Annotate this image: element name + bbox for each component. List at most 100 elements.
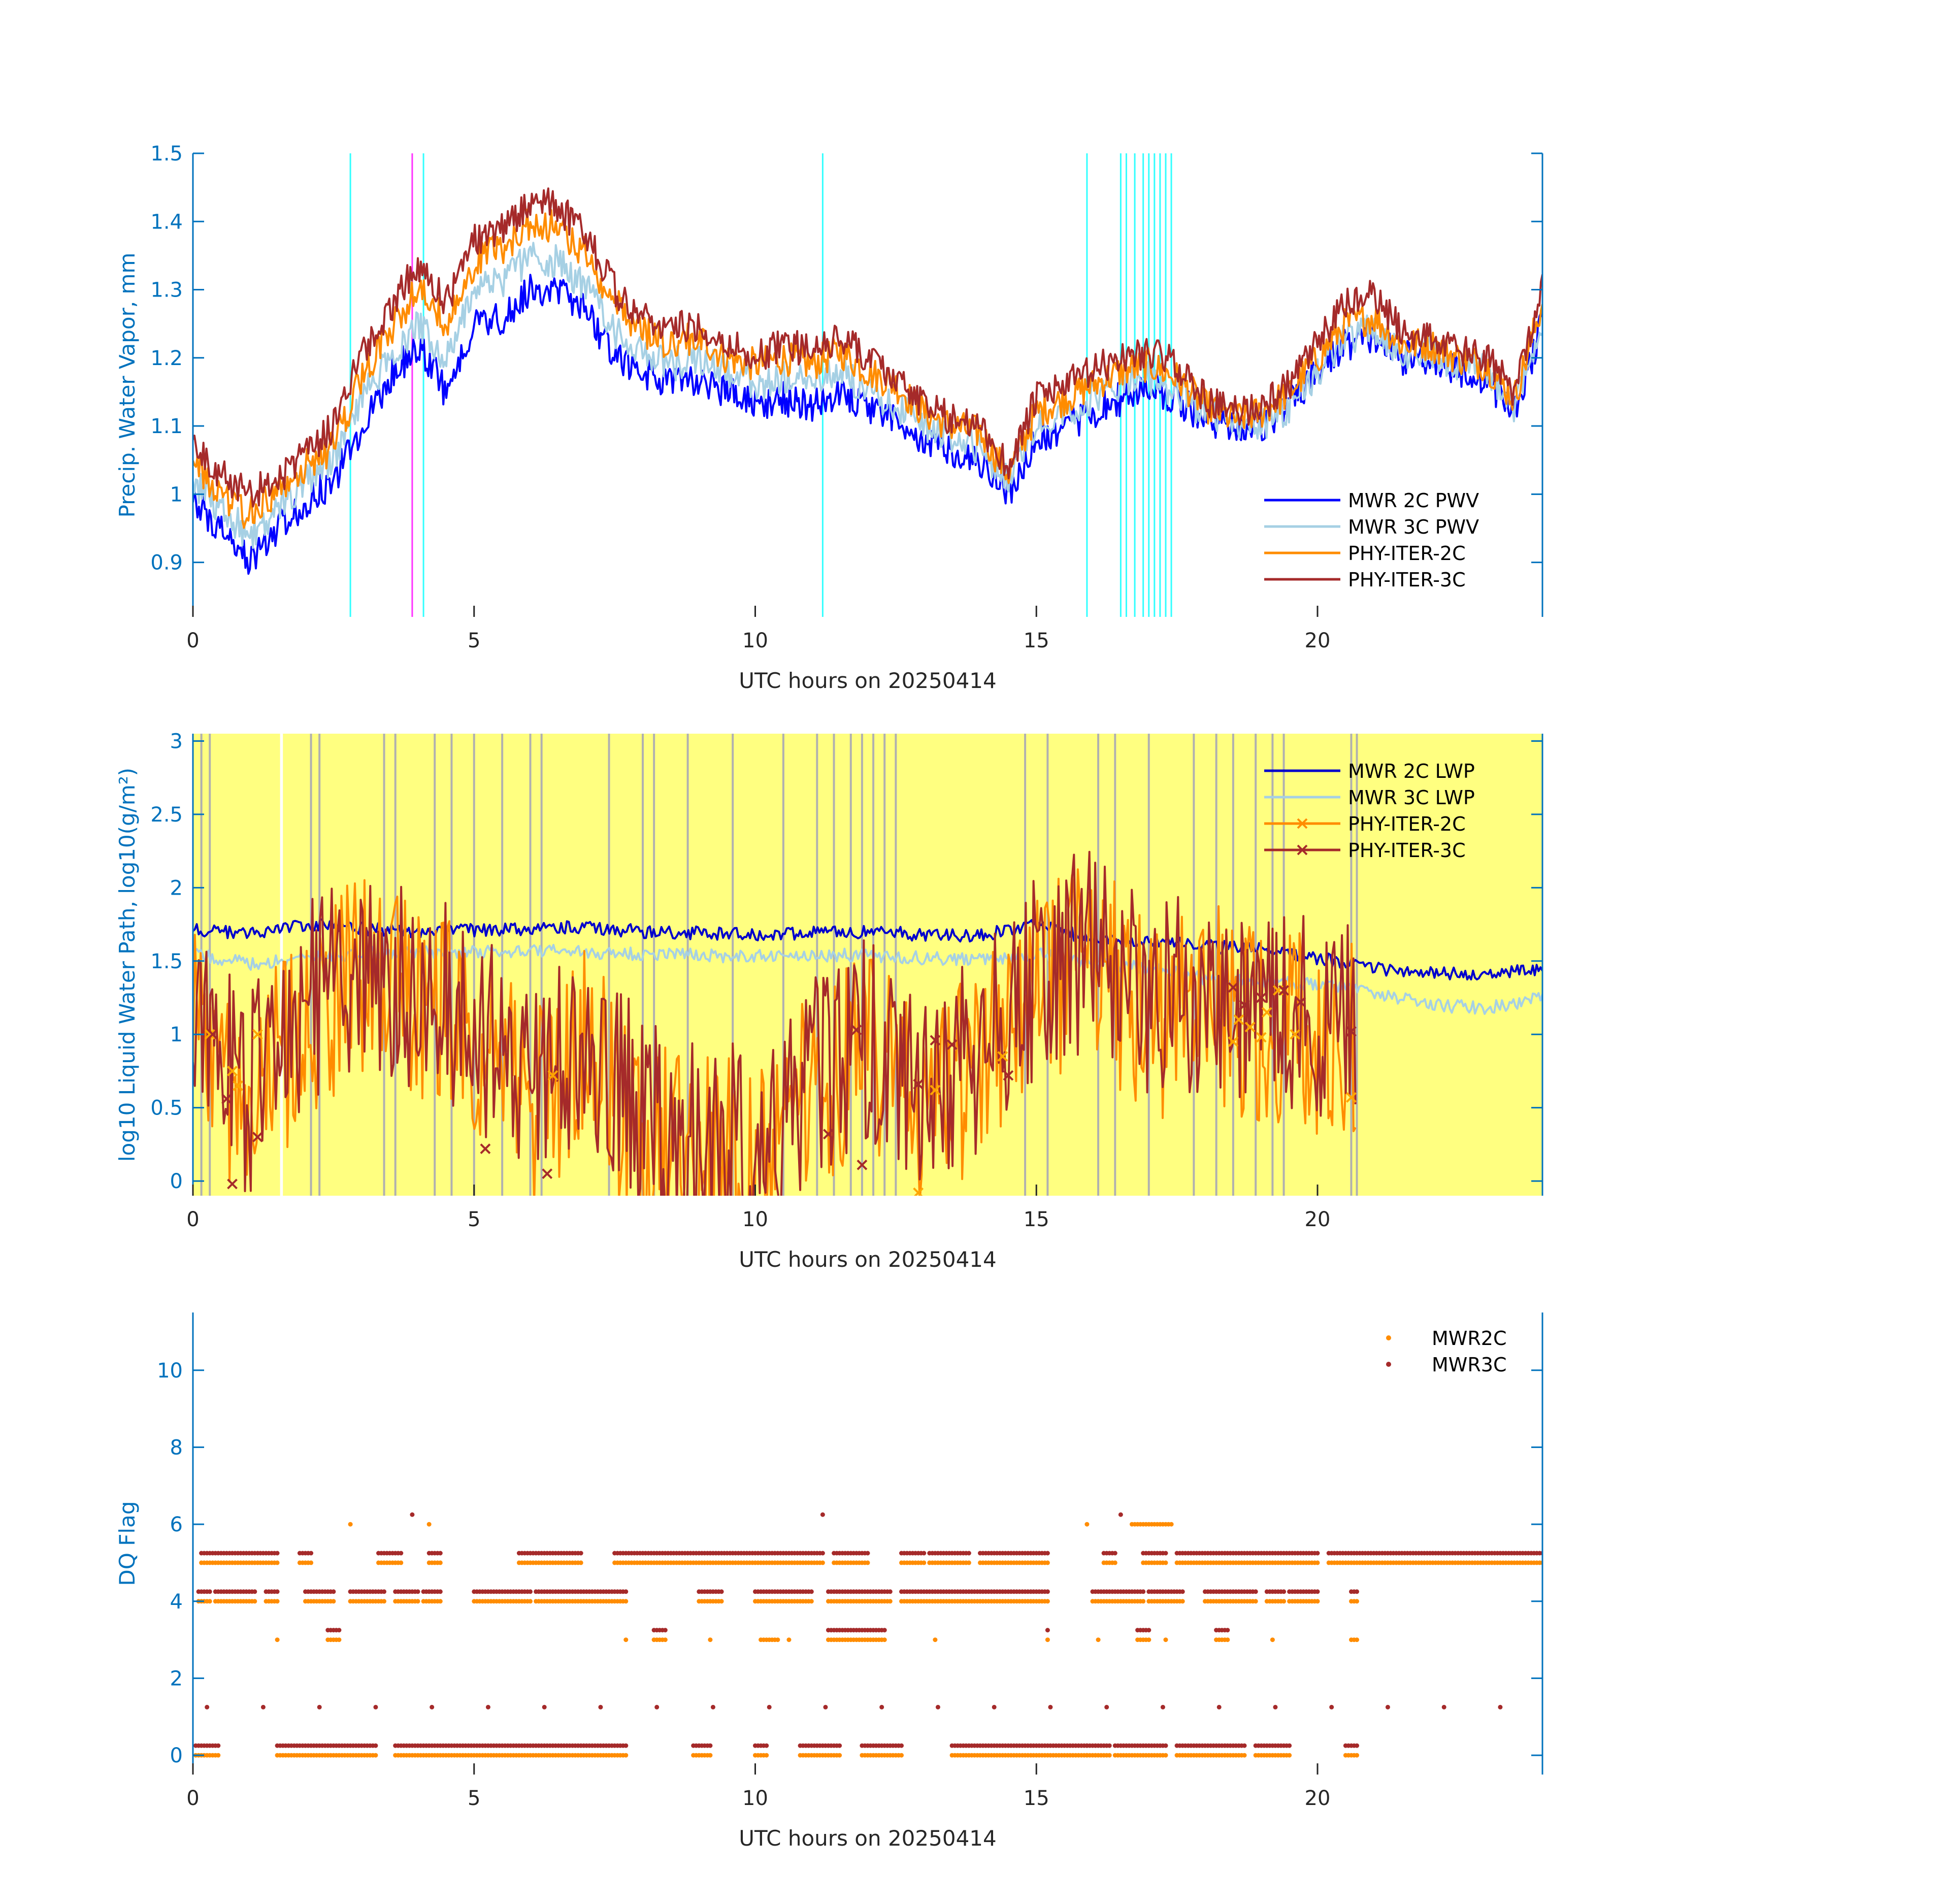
y-tick-label: 1.4 (150, 210, 183, 234)
y-tick-label: 0 (170, 1170, 183, 1193)
y-tick-label: 2.5 (150, 803, 183, 827)
y-tick-label: 1.5 (150, 950, 183, 973)
phy-3c-marker (851, 1025, 862, 1035)
dq-point (430, 1704, 435, 1710)
phy-2c-marker (913, 1187, 924, 1196)
y-tick-label: 10 (157, 1359, 183, 1383)
phy-2c-marker (1290, 1029, 1301, 1040)
dq-point (542, 1704, 547, 1710)
phy-3c-marker (1228, 982, 1239, 993)
dq-point (663, 1628, 668, 1633)
legend: MWR2C MWR3C (1386, 1327, 1506, 1376)
dq-point (1169, 1522, 1174, 1527)
dq-point (1112, 1551, 1117, 1556)
dq-point (1355, 1743, 1359, 1748)
phy-3c-marker (480, 1143, 491, 1154)
dq-point (899, 1743, 904, 1748)
dq-point (623, 1637, 629, 1643)
dq-point (623, 1753, 629, 1758)
dq-point (820, 1551, 825, 1556)
x-tick-label: 5 (468, 629, 480, 652)
phy-3c-marker (1295, 997, 1306, 1008)
dq-point (331, 1599, 336, 1604)
phy-2c-marker (1346, 1092, 1357, 1103)
phy-3c-marker (930, 1035, 941, 1046)
phy-3c-marker (252, 1132, 263, 1142)
dq-point (1287, 1753, 1292, 1758)
dq-point (1180, 1599, 1185, 1604)
dq-point (598, 1704, 603, 1710)
phy-3c-marker (913, 1079, 924, 1090)
dq-point (1225, 1628, 1230, 1633)
dq-point (1242, 1743, 1247, 1748)
plot-area (193, 734, 1542, 1196)
dq-point (1045, 1637, 1050, 1643)
dq-point (373, 1753, 378, 1758)
dq-point (935, 1704, 940, 1710)
y-axis-title: log10 Liquid Water Path, log10(g/m²) (115, 768, 140, 1162)
dq-point (1045, 1589, 1050, 1594)
dq-point (882, 1628, 887, 1633)
phy-3c-marker (1256, 992, 1267, 1003)
phy-3c-marker (1003, 1070, 1014, 1081)
dq-point (438, 1551, 443, 1556)
phy-2c-marker (997, 1051, 1008, 1062)
dq-point (887, 1589, 893, 1594)
dq-point (1048, 1704, 1053, 1710)
dq-point (708, 1743, 713, 1748)
dq-point (1163, 1560, 1168, 1565)
dq-point (1355, 1589, 1359, 1594)
dq-point (1146, 1637, 1151, 1643)
dq-point (1084, 1522, 1090, 1527)
dq-point (415, 1589, 420, 1594)
dq-point (1253, 1599, 1258, 1604)
x-tick-label: 20 (1305, 629, 1331, 652)
dq-point (337, 1628, 342, 1633)
dq-point (216, 1743, 221, 1748)
y-tick-label: 0.9 (150, 551, 183, 575)
dq-point (837, 1743, 842, 1748)
x-tick-label: 10 (742, 1208, 768, 1231)
dq-point (786, 1637, 792, 1643)
y-tick-label: 2 (170, 1667, 183, 1690)
dq-point (966, 1551, 971, 1556)
phy-3c-marker (542, 1168, 553, 1179)
dq-point (252, 1589, 257, 1594)
plot-area (193, 153, 1542, 617)
dq-point (823, 1704, 828, 1710)
dq-point (399, 1551, 404, 1556)
legend-marker (1297, 844, 1308, 856)
phy-2c-marker (1228, 1036, 1239, 1047)
y-tick-label: 1.2 (150, 347, 183, 370)
dq-point (719, 1589, 724, 1594)
dq-point (1315, 1551, 1320, 1556)
x-tick-label: 5 (468, 1787, 480, 1810)
y-tick-label: 2 (170, 876, 183, 900)
dq-point (708, 1637, 713, 1643)
y-tick-label: 0.5 (150, 1097, 183, 1120)
phy-3c-marker (1239, 1000, 1250, 1010)
y-tick-label: 3 (170, 730, 183, 753)
y-tick-label: 1 (170, 1023, 183, 1046)
phy-3c-marker (1346, 1026, 1357, 1037)
dq-point (216, 1753, 221, 1758)
dq-point (309, 1560, 314, 1565)
y-tick-label: 4 (170, 1590, 183, 1614)
dq-point (1104, 1704, 1109, 1710)
dq-point (1180, 1589, 1185, 1594)
dq-point (528, 1589, 533, 1594)
dq-point (809, 1599, 814, 1604)
dq-point (933, 1637, 938, 1643)
dq-point (578, 1551, 583, 1556)
dq-point (1273, 1704, 1278, 1710)
phy-3c-marker (857, 1159, 868, 1170)
x-tick-label: 0 (186, 1208, 199, 1231)
dq-point (438, 1599, 443, 1604)
x-axis-title: UTC hours on 20250414 (739, 1826, 997, 1851)
dq-point (1315, 1589, 1320, 1594)
phy-2c-marker (252, 1029, 263, 1040)
legend-label: PHY-ITER-3C (1348, 839, 1466, 862)
dq-point (921, 1560, 927, 1565)
dq-point (275, 1637, 280, 1643)
dq-point (654, 1704, 660, 1710)
